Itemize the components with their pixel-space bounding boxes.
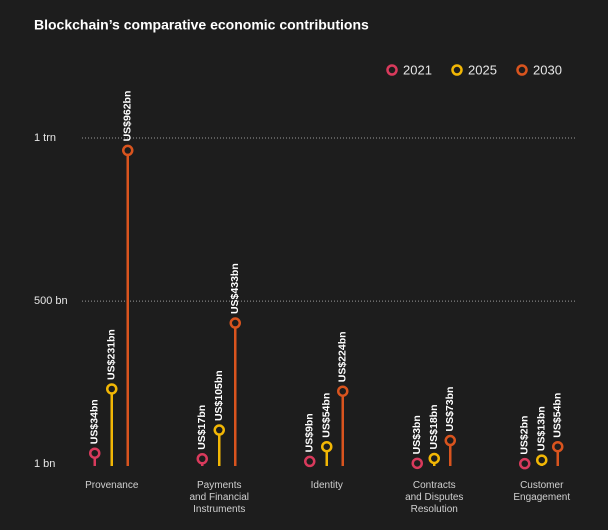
value-label: US$224bn: [337, 331, 349, 382]
dot: [122, 144, 134, 157]
dot: [304, 455, 316, 468]
value-label: US$3bn: [411, 415, 423, 454]
dot: [411, 457, 423, 470]
dot: [519, 457, 531, 470]
x-tick-label: Customer Engagement: [513, 480, 571, 503]
dot: [536, 454, 548, 466]
y-tick-label: 500 bn: [34, 295, 68, 307]
y-tick-label: 1 bn: [34, 458, 55, 470]
value-label: US$962bn: [122, 91, 134, 142]
x-tick-label: Provenance: [85, 480, 139, 491]
value-label: US$73bn: [444, 387, 456, 432]
chart-title: Blockchain’s comparative economic contri…: [34, 17, 369, 33]
x-tick-label: Payments and Financial Instruments: [189, 480, 249, 515]
dot: [229, 317, 241, 329]
value-label: US$433bn: [229, 263, 241, 314]
dot: [552, 440, 564, 453]
value-label: US$2bn: [519, 416, 531, 455]
dot: [444, 434, 456, 447]
value-label: US$17bn: [196, 405, 208, 450]
dot: [337, 385, 349, 397]
legend-marker: [386, 64, 398, 76]
dot: [196, 453, 208, 465]
value-label: US$34bn: [89, 399, 101, 444]
x-tick-label: Identity: [310, 480, 343, 491]
legend-marker: [451, 64, 463, 76]
value-label: US$231bn: [106, 329, 118, 380]
value-label: US$9bn: [304, 413, 316, 452]
value-label: US$105bn: [213, 370, 225, 421]
legend-label: 2025: [468, 62, 497, 77]
legend-label: 2030: [533, 62, 562, 77]
legend-label: 2021: [403, 62, 432, 77]
dot: [89, 447, 101, 459]
value-label: US$54bn: [552, 393, 564, 438]
y-tick-label: 1 trn: [34, 132, 56, 144]
dot: [213, 424, 225, 436]
value-label: US$13bn: [536, 406, 548, 451]
dot: [106, 383, 118, 395]
value-label: US$54bn: [321, 393, 333, 438]
x-tick-label: Contracts and Disputes Resolution: [405, 480, 464, 515]
legend-marker: [516, 64, 528, 76]
dot: [321, 440, 333, 453]
dot: [428, 452, 440, 465]
value-label: US$18bn: [428, 405, 440, 450]
